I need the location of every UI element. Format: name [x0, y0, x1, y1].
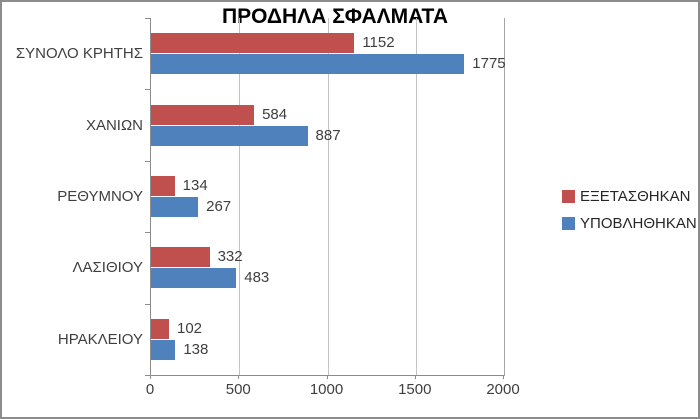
x-tick-label: 1500 [398, 381, 432, 398]
category-label: ΧΑΝΙΩΝ [85, 116, 143, 134]
data-label: 267 [206, 198, 232, 215]
x-tick-label: 500 [225, 381, 251, 398]
bar [151, 104, 255, 125]
bar [151, 54, 465, 75]
bar [151, 176, 175, 196]
x-axis-tick [503, 375, 504, 379]
bar [151, 197, 199, 217]
y-axis-tick [145, 18, 150, 19]
legend-label: ΥΠΟΒΛΗΘΗΚΑΝ [580, 215, 697, 232]
category-label: ΣΥΝΟΛΟ ΚΡΗΤΗΣ [15, 45, 143, 63]
legend-item: ΕΞΕΤΑΣΘΗΚΑΝ [562, 188, 697, 205]
x-axis-tick [238, 375, 240, 379]
y-axis-tick [145, 375, 150, 376]
bar [151, 318, 169, 339]
gridline [415, 18, 417, 375]
legend-swatch [562, 190, 575, 203]
x-axis-tick [150, 375, 151, 379]
chart-title: ΠΡΟΔΗΛΑ ΣΦΑΛΜΑΤΑ [221, 5, 448, 28]
data-label: 332 [217, 248, 243, 266]
plot-area: 1152 1775 584 887 134 267 332 483 102 138 [150, 18, 506, 376]
y-axis-tick [145, 303, 150, 305]
data-label: 584 [262, 105, 288, 123]
x-tick-label: 0 [145, 381, 155, 398]
y-axis-tick [145, 160, 150, 162]
data-label: 483 [244, 269, 270, 287]
legend: ΕΞΕΤΑΣΘΗΚΑΝ ΥΠΟΒΛΗΘΗΚΑΝ [562, 188, 697, 243]
bar [151, 247, 210, 268]
bar [151, 125, 308, 146]
x-axis-tick [326, 375, 328, 379]
x-tick-label: 1000 [309, 381, 344, 398]
data-label: 102 [177, 319, 203, 337]
y-axis-tick [145, 232, 150, 234]
bar [151, 33, 355, 54]
legend-item: ΥΠΟΒΛΗΘΗΚΑΝ [562, 215, 697, 232]
y-axis-tick [145, 89, 150, 91]
category-label: ΡΕΘΥΜΝΟΥ [57, 187, 143, 205]
gridline [327, 18, 329, 375]
data-label: 887 [315, 126, 341, 144]
gridline [239, 18, 241, 375]
data-label: 1775 [472, 55, 506, 73]
category-label: ΛΑΣΙΘΙΟΥ [72, 259, 144, 277]
legend-label: ΕΞΕΤΑΣΘΗΚΑΝ [580, 188, 691, 205]
data-label: 138 [183, 340, 209, 358]
bar [151, 339, 176, 360]
bar [151, 268, 237, 289]
data-label: 1152 [362, 34, 395, 52]
category-label: ΗΡΑΚΛΕΙΟΥ [57, 330, 143, 348]
x-axis-tick [414, 375, 416, 379]
data-label: 134 [182, 177, 208, 194]
legend-swatch [562, 217, 575, 230]
x-tick-label: 2000 [486, 381, 520, 398]
